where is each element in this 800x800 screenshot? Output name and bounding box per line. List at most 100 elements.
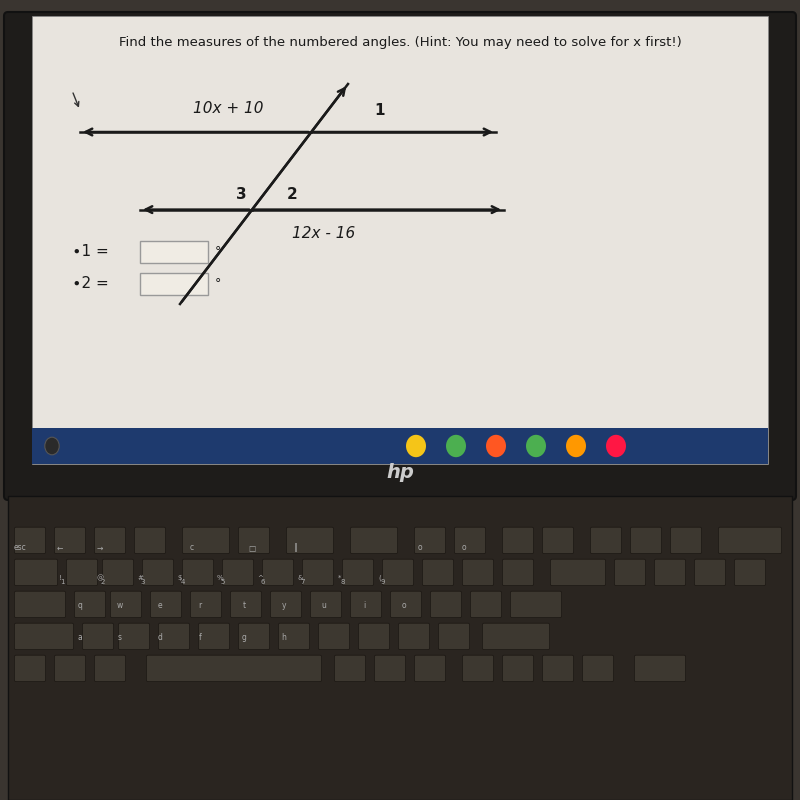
Text: 6: 6 xyxy=(260,579,265,586)
Text: y: y xyxy=(282,601,286,610)
Text: #: # xyxy=(137,574,143,581)
Ellipse shape xyxy=(566,434,586,457)
FancyBboxPatch shape xyxy=(374,655,406,682)
FancyBboxPatch shape xyxy=(334,655,366,682)
FancyBboxPatch shape xyxy=(94,527,126,554)
Text: hp: hp xyxy=(386,462,414,482)
Text: d: d xyxy=(158,633,162,642)
Text: 5: 5 xyxy=(220,579,225,586)
FancyBboxPatch shape xyxy=(54,655,86,682)
Text: i: i xyxy=(363,601,365,610)
Text: °: ° xyxy=(214,278,221,290)
Text: 7: 7 xyxy=(300,579,305,586)
Text: t: t xyxy=(242,601,246,610)
FancyBboxPatch shape xyxy=(430,591,462,618)
FancyBboxPatch shape xyxy=(74,591,106,618)
FancyBboxPatch shape xyxy=(510,591,562,618)
FancyBboxPatch shape xyxy=(270,591,302,618)
FancyBboxPatch shape xyxy=(550,559,606,586)
Bar xyxy=(140,241,208,263)
FancyBboxPatch shape xyxy=(302,559,334,586)
FancyBboxPatch shape xyxy=(278,623,310,650)
FancyBboxPatch shape xyxy=(470,591,502,618)
Text: 3: 3 xyxy=(236,186,246,202)
FancyBboxPatch shape xyxy=(150,591,182,618)
FancyBboxPatch shape xyxy=(422,559,454,586)
Text: ∙2 =: ∙2 = xyxy=(72,277,109,291)
Text: e: e xyxy=(158,601,162,610)
Text: 12x - 16: 12x - 16 xyxy=(292,226,355,241)
FancyBboxPatch shape xyxy=(14,527,46,554)
Text: ∙1 =: ∙1 = xyxy=(72,245,109,259)
Text: ^: ^ xyxy=(257,574,263,581)
FancyBboxPatch shape xyxy=(158,623,190,650)
Text: g: g xyxy=(242,633,246,642)
FancyBboxPatch shape xyxy=(694,559,726,586)
Ellipse shape xyxy=(45,437,59,454)
FancyBboxPatch shape xyxy=(342,559,374,586)
FancyBboxPatch shape xyxy=(14,559,58,586)
FancyBboxPatch shape xyxy=(102,559,134,586)
Text: Find the measures of the numbered angles. (Hint: You may need to solve for x fir: Find the measures of the numbered angles… xyxy=(118,36,682,49)
Text: °: ° xyxy=(214,246,221,258)
Text: %: % xyxy=(217,574,223,581)
FancyBboxPatch shape xyxy=(350,527,398,554)
Text: (: ( xyxy=(378,574,382,581)
FancyBboxPatch shape xyxy=(482,623,550,650)
FancyBboxPatch shape xyxy=(614,559,646,586)
Ellipse shape xyxy=(606,434,626,457)
Text: o: o xyxy=(462,543,466,553)
Bar xyxy=(32,428,768,464)
FancyBboxPatch shape xyxy=(222,559,254,586)
FancyBboxPatch shape xyxy=(262,559,294,586)
FancyBboxPatch shape xyxy=(734,559,766,586)
FancyBboxPatch shape xyxy=(630,527,662,554)
FancyBboxPatch shape xyxy=(182,559,214,586)
Text: h: h xyxy=(282,633,286,642)
FancyBboxPatch shape xyxy=(146,655,322,682)
Ellipse shape xyxy=(526,434,546,457)
Text: a: a xyxy=(78,633,82,642)
Text: *: * xyxy=(338,574,342,581)
FancyBboxPatch shape xyxy=(582,655,614,682)
FancyBboxPatch shape xyxy=(590,527,622,554)
Text: &: & xyxy=(298,574,302,581)
Text: 9: 9 xyxy=(380,579,385,586)
FancyBboxPatch shape xyxy=(414,527,446,554)
Text: esc: esc xyxy=(14,543,26,553)
FancyBboxPatch shape xyxy=(238,527,270,554)
FancyBboxPatch shape xyxy=(390,591,422,618)
Text: 1: 1 xyxy=(60,579,65,586)
FancyBboxPatch shape xyxy=(4,12,796,500)
Bar xyxy=(140,273,208,295)
FancyBboxPatch shape xyxy=(118,623,150,650)
FancyBboxPatch shape xyxy=(654,559,686,586)
FancyBboxPatch shape xyxy=(14,623,74,650)
Text: o: o xyxy=(418,543,422,553)
FancyBboxPatch shape xyxy=(310,591,342,618)
Text: 2: 2 xyxy=(100,579,105,586)
FancyBboxPatch shape xyxy=(54,527,86,554)
Text: □: □ xyxy=(248,543,256,553)
FancyBboxPatch shape xyxy=(718,527,782,554)
FancyBboxPatch shape xyxy=(542,655,574,682)
Text: 4: 4 xyxy=(180,579,185,586)
Text: u: u xyxy=(322,601,326,610)
FancyBboxPatch shape xyxy=(462,655,494,682)
FancyBboxPatch shape xyxy=(670,527,702,554)
Text: c: c xyxy=(190,543,194,553)
FancyBboxPatch shape xyxy=(350,591,382,618)
Text: r: r xyxy=(198,601,202,610)
FancyBboxPatch shape xyxy=(14,591,66,618)
FancyBboxPatch shape xyxy=(182,527,230,554)
FancyBboxPatch shape xyxy=(190,591,222,618)
FancyBboxPatch shape xyxy=(634,655,686,682)
FancyBboxPatch shape xyxy=(454,527,486,554)
FancyBboxPatch shape xyxy=(110,591,142,618)
FancyBboxPatch shape xyxy=(398,623,430,650)
Text: 1: 1 xyxy=(374,103,385,118)
Ellipse shape xyxy=(486,434,506,457)
FancyBboxPatch shape xyxy=(542,527,574,554)
FancyBboxPatch shape xyxy=(142,559,174,586)
FancyBboxPatch shape xyxy=(82,623,114,650)
